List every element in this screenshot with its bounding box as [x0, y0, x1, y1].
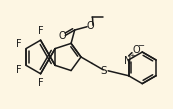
Text: N: N — [124, 56, 131, 66]
Text: O: O — [132, 45, 140, 55]
Text: −: − — [137, 41, 144, 50]
Text: F: F — [38, 78, 43, 88]
Text: O: O — [58, 31, 66, 41]
Text: F: F — [16, 65, 21, 75]
Text: O: O — [87, 21, 94, 31]
Text: F: F — [38, 26, 43, 36]
Text: S: S — [101, 66, 107, 76]
Text: +: + — [130, 53, 135, 59]
Text: F: F — [16, 39, 21, 49]
